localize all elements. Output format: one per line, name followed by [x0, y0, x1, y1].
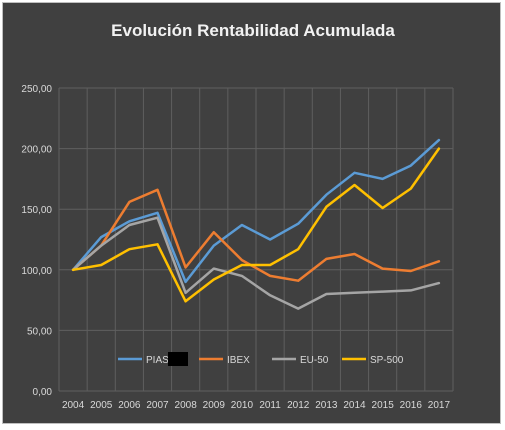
x-tick-label: 2008	[175, 400, 198, 411]
y-tick-label: 200,00	[21, 145, 52, 156]
series-line-pias	[71, 138, 441, 284]
x-tick-label: 2009	[203, 400, 226, 411]
x-tick-label: 2010	[231, 400, 254, 411]
series-lines	[71, 138, 441, 310]
series-line-ibex	[71, 188, 441, 282]
x-tick-label: 2014	[343, 400, 366, 411]
y-tick-label: 0,00	[33, 387, 53, 398]
legend-entry-label: PIAS	[146, 355, 169, 366]
y-axis-tick-labels: 0,00 50,00 100,00 150,00 200,00 250,00	[21, 84, 52, 398]
x-tick-label: 2004	[62, 400, 85, 411]
x-tick-label: 2012	[287, 400, 310, 411]
x-tick-label: 2006	[118, 400, 141, 411]
legend: PIAS IBEX EU-50 SP-500	[118, 352, 404, 366]
redaction-block	[168, 352, 188, 366]
legend-entry-label: EU-50	[300, 355, 329, 366]
x-tick-label: 2011	[259, 400, 281, 411]
y-tick-label: 50,00	[27, 326, 52, 337]
chart-area: Evolución Rentabilidad Acumulada 0,00 50,…	[2, 2, 501, 424]
x-tick-label: 2016	[400, 400, 423, 411]
x-tick-label: 2017	[428, 400, 451, 411]
gridlines	[58, 87, 454, 392]
chart-title: Evolución Rentabilidad Acumulada	[111, 21, 395, 40]
x-tick-label: 2013	[315, 400, 338, 411]
legend-entry-label: SP-500	[370, 355, 404, 366]
line-chart: Evolución Rentabilidad Acumulada 0,00 50,…	[21, 21, 454, 411]
x-tick-label: 2005	[90, 400, 113, 411]
series-line-eu-50	[71, 216, 441, 310]
y-tick-label: 100,00	[21, 266, 52, 277]
legend-entry-label: IBEX	[227, 355, 250, 366]
y-tick-label: 250,00	[21, 84, 52, 95]
x-tick-label: 2007	[146, 400, 169, 411]
x-axis-tick-labels: 2004 2005 2006 2007 2008 2009 2010 2011 2012 2013…	[62, 400, 451, 411]
series-line-sp-500	[71, 147, 441, 303]
x-tick-label: 2015	[372, 400, 395, 411]
y-tick-label: 150,00	[21, 205, 52, 216]
